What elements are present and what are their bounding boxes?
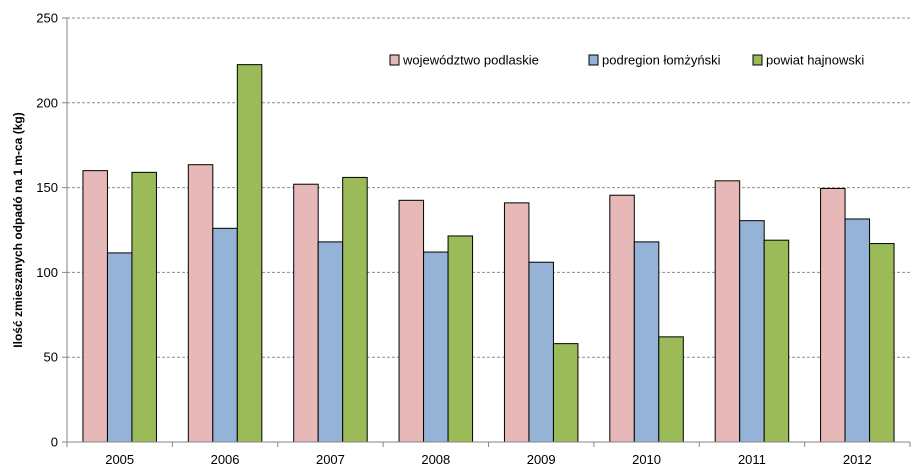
bar [317, 241, 344, 443]
x-tick-label: 2005 [105, 452, 134, 467]
legend-swatch [389, 54, 400, 66]
y-tick-label: 0 [51, 435, 58, 450]
x-tick-label: 2012 [843, 452, 872, 467]
bar [714, 180, 741, 443]
y-tick-label: 250 [36, 11, 58, 26]
x-tick-label: 2006 [211, 452, 240, 467]
bar [447, 235, 474, 443]
bar [106, 252, 133, 443]
x-tick-label: 2011 [738, 452, 766, 467]
bar [844, 218, 871, 443]
x-axis-ticks: 2005 2006 2007 2008 2009 2010 2011 2012 [66, 442, 911, 467]
legend: województwo podlaskie podregion łomżyński… [389, 53, 864, 68]
y-tick-label: 50 [44, 350, 58, 365]
x-tick-label: 2009 [527, 452, 556, 467]
x-tick-label: 2010 [632, 452, 661, 467]
bar [82, 170, 108, 443]
y-axis-title: Ilość zmieszanych odpadó na 1 m-ca (kg) [11, 112, 25, 347]
bar [658, 336, 684, 443]
y-tick-label: 100 [36, 265, 58, 280]
y-tick-label: 200 [36, 95, 58, 110]
bar [398, 199, 425, 443]
x-tick-label: 2008 [421, 452, 450, 467]
legend-label: podregion łomżyński [602, 53, 721, 68]
bar [820, 187, 846, 443]
bar [131, 171, 157, 443]
bar [609, 194, 635, 443]
legend-swatch [588, 54, 599, 66]
y-axis-ticks: 0 50 100 150 200 250 [36, 11, 67, 450]
y-tick-label: 150 [36, 180, 58, 195]
legend-swatch [752, 54, 763, 66]
bars [82, 64, 895, 443]
legend-label: powiat hajnowski [766, 53, 864, 68]
bar [212, 227, 238, 443]
bar [236, 64, 263, 443]
bar [423, 251, 449, 443]
bar [528, 261, 554, 443]
x-tick-label: 2007 [316, 452, 345, 467]
bar [342, 176, 368, 443]
bar [293, 183, 319, 443]
bar [503, 202, 530, 443]
bar [739, 220, 765, 443]
bar [633, 241, 660, 443]
bar [187, 164, 214, 443]
bar [869, 243, 895, 443]
bar [763, 239, 790, 443]
legend-label: województwo podlaskie [402, 53, 539, 68]
bar [552, 343, 579, 443]
